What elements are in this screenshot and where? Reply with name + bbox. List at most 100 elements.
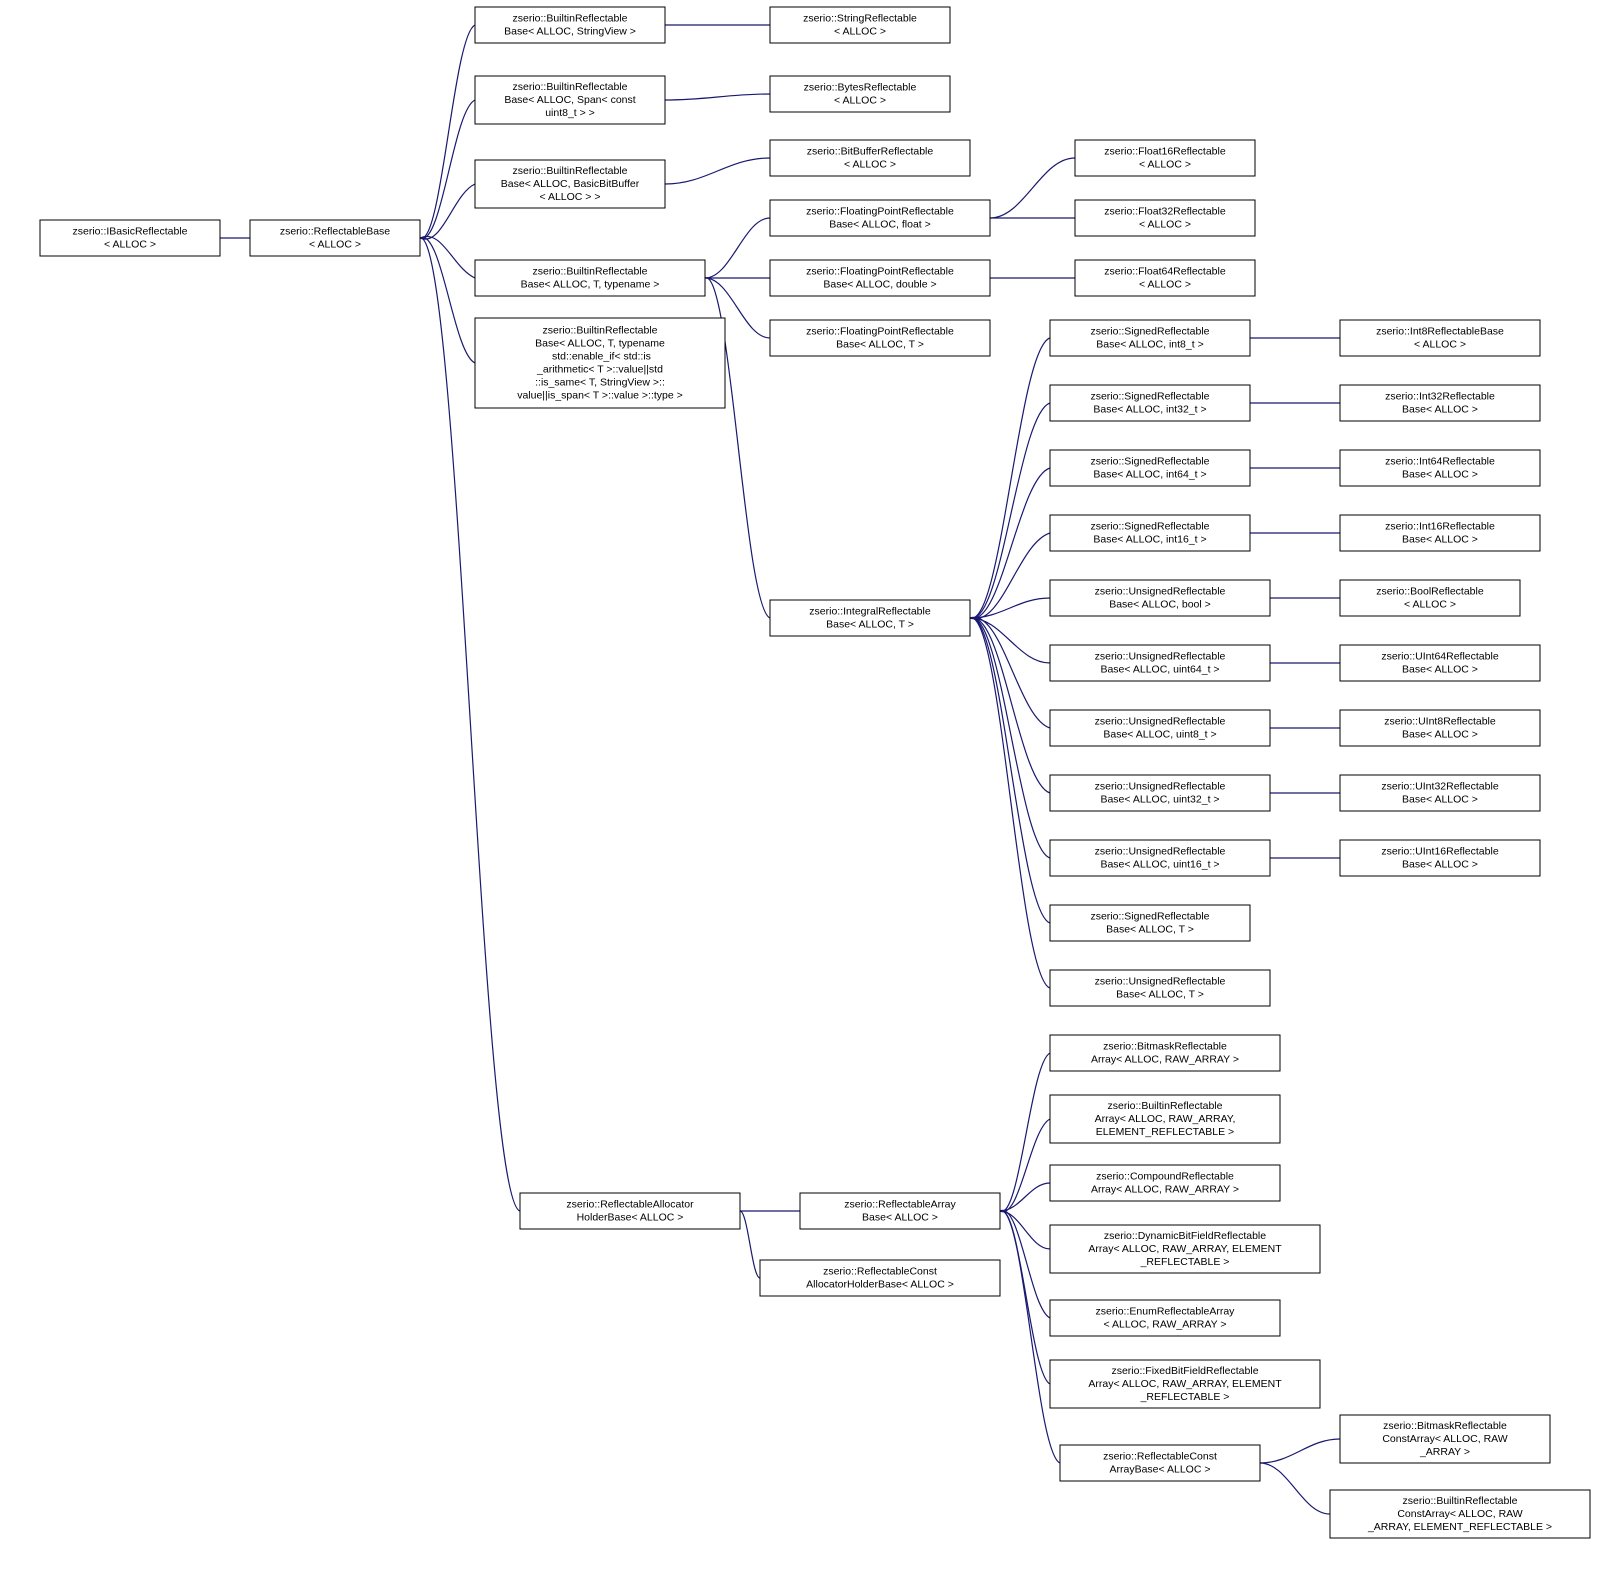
- node-integral[interactable]: zserio::IntegralReflectableBase< ALLOC, …: [770, 600, 970, 636]
- node-signed_int8-line-0: zserio::SignedReflectable: [1090, 325, 1209, 337]
- node-compound_arr[interactable]: zserio::CompoundReflectableArray< ALLOC,…: [1050, 1165, 1280, 1201]
- node-signed_int16[interactable]: zserio::SignedReflectableBase< ALLOC, in…: [1050, 515, 1250, 551]
- node-unsigned_u8[interactable]: zserio::UnsignedReflectableBase< ALLOC, …: [1050, 710, 1270, 746]
- node-uint32_base[interactable]: zserio::UInt32ReflectableBase< ALLOC >: [1340, 775, 1540, 811]
- node-unsigned_bool[interactable]: zserio::UnsignedReflectableBase< ALLOC, …: [1050, 580, 1270, 616]
- node-int8_base[interactable]: zserio::Int8ReflectableBase< ALLOC >: [1340, 320, 1540, 356]
- node-signed_int8[interactable]: zserio::SignedReflectableBase< ALLOC, in…: [1050, 320, 1250, 356]
- node-float16-line-0: zserio::Float16Reflectable: [1104, 145, 1226, 157]
- node-string_refl-line-0: zserio::StringReflectable: [803, 12, 917, 24]
- node-enum_arr[interactable]: zserio::EnumReflectableArray< ALLOC, RAW…: [1050, 1300, 1280, 1336]
- node-uint8_base-line-1: Base< ALLOC >: [1402, 728, 1478, 740]
- node-int32_base[interactable]: zserio::Int32ReflectableBase< ALLOC >: [1340, 385, 1540, 421]
- node-builtin_sv[interactable]: zserio::BuiltinReflectableBase< ALLOC, S…: [475, 7, 665, 43]
- node-builtin_bb-line-2: < ALLOC > >: [539, 191, 600, 203]
- node-builtin_big[interactable]: zserio::BuiltinReflectableBase< ALLOC, T…: [475, 318, 725, 408]
- node-signed_int64-line-0: zserio::SignedReflectable: [1090, 455, 1209, 467]
- node-bitbuffer_refl[interactable]: zserio::BitBufferReflectable< ALLOC >: [770, 140, 970, 176]
- node-bitmask_carr[interactable]: zserio::BitmaskReflectableConstArray< AL…: [1340, 1415, 1550, 1463]
- node-bool_refl[interactable]: zserio::BoolReflectable< ALLOC >: [1340, 580, 1520, 616]
- node-unsigned_u64[interactable]: zserio::UnsignedReflectableBase< ALLOC, …: [1050, 645, 1270, 681]
- node-unsigned_u32[interactable]: zserio::UnsignedReflectableBase< ALLOC, …: [1050, 775, 1270, 811]
- node-uint8_base[interactable]: zserio::UInt8ReflectableBase< ALLOC >: [1340, 710, 1540, 746]
- node-fixedbf_arr-line-1: Array< ALLOC, RAW_ARRAY, ELEMENT: [1088, 1378, 1282, 1390]
- node-int64_base[interactable]: zserio::Int64ReflectableBase< ALLOC >: [1340, 450, 1540, 486]
- edge-unsigned_u16-to-integral: [970, 618, 1050, 858]
- node-unsigned_bool-line-1: Base< ALLOC, bool >: [1109, 598, 1211, 610]
- node-builtin_big-line-5: value||is_span< T >::value >::type >: [517, 389, 683, 401]
- node-builtin_arr-line-2: ELEMENT_REFLECTABLE >: [1096, 1126, 1234, 1138]
- node-uint16_base[interactable]: zserio::UInt16ReflectableBase< ALLOC >: [1340, 840, 1540, 876]
- node-fp_float[interactable]: zserio::FloatingPointReflectableBase< AL…: [770, 200, 990, 236]
- node-bitmask_carr-line-0: zserio::BitmaskReflectable: [1383, 1420, 1507, 1432]
- node-builtin_bb[interactable]: zserio::BuiltinReflectableBase< ALLOC, B…: [475, 160, 665, 208]
- node-array_base-line-1: Base< ALLOC >: [862, 1211, 938, 1223]
- node-builtin_big-line-1: Base< ALLOC, T, typename: [535, 337, 665, 349]
- node-builtin_ttn-line-1: Base< ALLOC, T, typename >: [521, 278, 660, 290]
- node-float32-line-1: < ALLOC >: [1139, 218, 1191, 230]
- node-float32[interactable]: zserio::Float32Reflectable< ALLOC >: [1075, 200, 1255, 236]
- node-int8_base-line-0: zserio::Int8ReflectableBase: [1376, 325, 1504, 337]
- node-builtin_carr[interactable]: zserio::BuiltinReflectableConstArray< AL…: [1330, 1490, 1590, 1538]
- node-fp_t[interactable]: zserio::FloatingPointReflectableBase< AL…: [770, 320, 990, 356]
- node-const_arr-line-1: ArrayBase< ALLOC >: [1110, 1463, 1211, 1475]
- node-bitmask_arr[interactable]: zserio::BitmaskReflectableArray< ALLOC, …: [1050, 1035, 1280, 1071]
- node-float64-line-1: < ALLOC >: [1139, 278, 1191, 290]
- node-const_alloc-line-0: zserio::ReflectableConst: [823, 1265, 937, 1277]
- node-builtin_span-line-0: zserio::BuiltinReflectable: [513, 81, 628, 93]
- node-fp_double[interactable]: zserio::FloatingPointReflectableBase< AL…: [770, 260, 990, 296]
- edge-float16-to-fp_float: [990, 158, 1075, 218]
- node-signed_int32[interactable]: zserio::SignedReflectableBase< ALLOC, in…: [1050, 385, 1250, 421]
- node-array_base[interactable]: zserio::ReflectableArrayBase< ALLOC >: [800, 1193, 1000, 1229]
- edge-builtin_carr-to-const_arr: [1260, 1463, 1330, 1514]
- node-unsigned_t[interactable]: zserio::UnsignedReflectableBase< ALLOC, …: [1050, 970, 1270, 1006]
- node-fp_t-line-0: zserio::FloatingPointReflectable: [806, 325, 954, 337]
- node-string_refl[interactable]: zserio::StringReflectable< ALLOC >: [770, 7, 950, 43]
- node-signed_int64[interactable]: zserio::SignedReflectableBase< ALLOC, in…: [1050, 450, 1250, 486]
- edge-builtin_sv-to-reflectable_base: [420, 25, 475, 238]
- node-builtin_ttn[interactable]: zserio::BuiltinReflectableBase< ALLOC, T…: [475, 260, 705, 296]
- node-unsigned_u16[interactable]: zserio::UnsignedReflectableBase< ALLOC, …: [1050, 840, 1270, 876]
- node-const_alloc[interactable]: zserio::ReflectableConstAllocatorHolderB…: [760, 1260, 1000, 1296]
- node-int32_base-line-1: Base< ALLOC >: [1402, 403, 1478, 415]
- node-builtin_arr[interactable]: zserio::BuiltinReflectableArray< ALLOC, …: [1050, 1095, 1280, 1143]
- edge-builtin_arr-to-array_base: [1000, 1119, 1050, 1212]
- nodes-layer: zserio::IBasicReflectable< ALLOC >zserio…: [40, 7, 1590, 1538]
- node-dynbf_arr[interactable]: zserio::DynamicBitFieldReflectableArray<…: [1050, 1225, 1320, 1273]
- node-unsigned_t-line-0: zserio::UnsignedReflectable: [1095, 975, 1226, 987]
- node-reflectable_base[interactable]: zserio::ReflectableBase< ALLOC >: [250, 220, 420, 256]
- node-fp_double-line-1: Base< ALLOC, double >: [823, 278, 936, 290]
- node-int32_base-line-0: zserio::Int32Reflectable: [1385, 390, 1495, 402]
- node-bytes_refl[interactable]: zserio::BytesReflectable< ALLOC >: [770, 76, 950, 112]
- node-builtin_big-line-0: zserio::BuiltinReflectable: [543, 324, 658, 336]
- node-unsigned_u8-line-0: zserio::UnsignedReflectable: [1095, 715, 1226, 727]
- edge-bitmask_arr-to-array_base: [1000, 1053, 1050, 1211]
- edge-signed_t-to-integral: [970, 618, 1050, 923]
- node-string_refl-line-1: < ALLOC >: [834, 25, 886, 37]
- node-ibasic[interactable]: zserio::IBasicReflectable< ALLOC >: [40, 220, 220, 256]
- node-uint64_base-line-1: Base< ALLOC >: [1402, 663, 1478, 675]
- node-fp_t-line-1: Base< ALLOC, T >: [836, 338, 924, 350]
- node-builtin_span[interactable]: zserio::BuiltinReflectableBase< ALLOC, S…: [475, 76, 665, 124]
- node-const_arr-line-0: zserio::ReflectableConst: [1103, 1450, 1217, 1462]
- node-unsigned_u64-line-1: Base< ALLOC, uint64_t >: [1100, 663, 1219, 675]
- node-int16_base[interactable]: zserio::Int16ReflectableBase< ALLOC >: [1340, 515, 1540, 551]
- node-builtin_big-line-4: ::is_same< T, StringView >::: [535, 376, 665, 388]
- node-uint64_base[interactable]: zserio::UInt64ReflectableBase< ALLOC >: [1340, 645, 1540, 681]
- node-signed_t[interactable]: zserio::SignedReflectableBase< ALLOC, T …: [1050, 905, 1250, 941]
- node-array_base-line-0: zserio::ReflectableArray: [844, 1198, 956, 1210]
- node-uint64_base-line-0: zserio::UInt64Reflectable: [1381, 650, 1498, 662]
- node-signed_int64-line-1: Base< ALLOC, int64_t >: [1093, 468, 1206, 480]
- node-const_arr[interactable]: zserio::ReflectableConstArrayBase< ALLOC…: [1060, 1445, 1260, 1481]
- node-reflectable_base-line-1: < ALLOC >: [309, 238, 361, 250]
- node-builtin_ttn-line-0: zserio::BuiltinReflectable: [533, 265, 648, 277]
- node-enum_arr-line-1: < ALLOC, RAW_ARRAY >: [1104, 1318, 1227, 1330]
- node-float64[interactable]: zserio::Float64Reflectable< ALLOC >: [1075, 260, 1255, 296]
- node-builtin_carr-line-1: ConstArray< ALLOC, RAW: [1397, 1508, 1522, 1520]
- edge-bitmask_carr-to-const_arr: [1260, 1439, 1340, 1463]
- node-float16[interactable]: zserio::Float16Reflectable< ALLOC >: [1075, 140, 1255, 176]
- node-signed_int16-line-1: Base< ALLOC, int16_t >: [1093, 533, 1206, 545]
- node-alloc_holder[interactable]: zserio::ReflectableAllocatorHolderBase< …: [520, 1193, 740, 1229]
- node-fixedbf_arr[interactable]: zserio::FixedBitFieldReflectableArray< A…: [1050, 1360, 1320, 1408]
- node-builtin_carr-line-0: zserio::BuiltinReflectable: [1403, 1495, 1518, 1507]
